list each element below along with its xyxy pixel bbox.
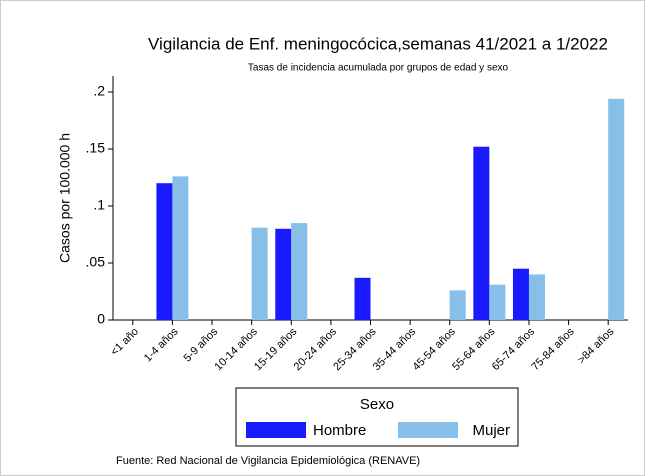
bar: [291, 223, 308, 320]
legend-swatch: [246, 422, 306, 438]
y-tick-label: .15: [86, 140, 106, 156]
source: Fuente: Red Nacional de Vigilancia Epide…: [116, 455, 420, 467]
bar: [172, 176, 189, 320]
bar: [354, 277, 371, 320]
bar: [251, 227, 268, 320]
bar: [473, 146, 490, 320]
bar: [608, 98, 625, 320]
legend-label: Hombre: [313, 422, 366, 439]
bar: [489, 284, 506, 320]
y-tick-label: .05: [86, 254, 106, 270]
y-axis-label: Casos por 100.000 h: [57, 133, 73, 263]
legend-label: Mujer: [472, 422, 510, 439]
chart-subtitle: Tasas de incidencia acumulada por grupos…: [248, 63, 509, 74]
y-tick-label: .2: [93, 83, 105, 99]
bar: [275, 228, 292, 320]
chart-title: Vigilancia de Enf. meningocócica,semanas…: [148, 34, 608, 53]
legend-swatch: [398, 422, 458, 438]
bar: [512, 268, 529, 320]
y-tick-label: .1: [93, 197, 105, 213]
legend-title: Sexo: [360, 396, 394, 413]
bar: [449, 290, 466, 320]
y-tick-label: 0: [97, 311, 105, 327]
bar: [156, 183, 173, 320]
bar: [528, 274, 545, 320]
